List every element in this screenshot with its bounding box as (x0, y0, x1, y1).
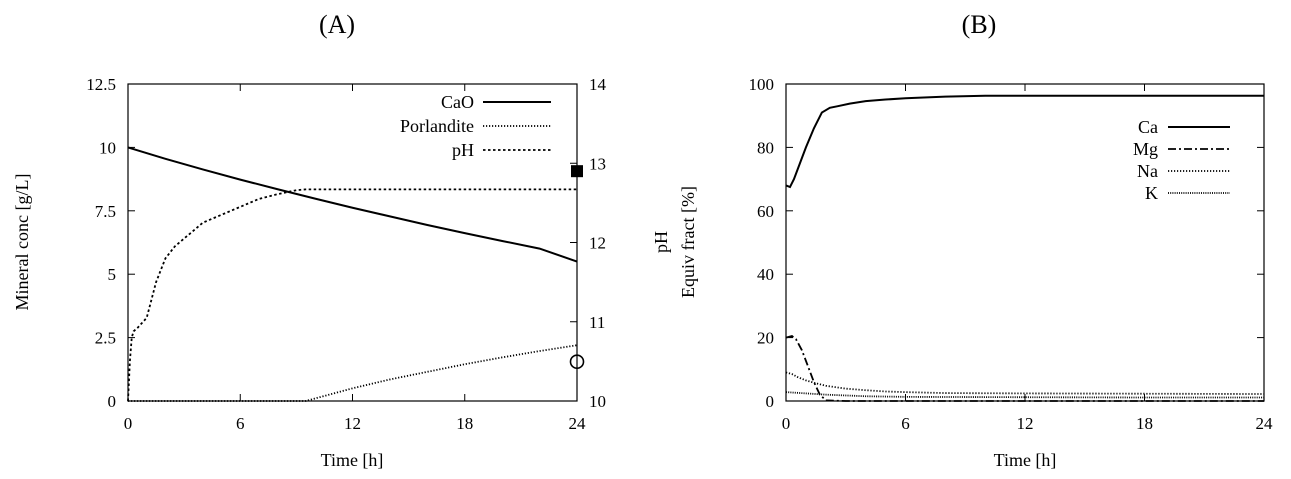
chartA-y2tick-label: 13 (589, 154, 606, 173)
chartB-series-mg (785, 335, 1264, 402)
chart-a-y2label: pH (651, 231, 671, 253)
chartB-legend-label-ca: Ca (1138, 117, 1158, 137)
chartB-xtick-label: 24 (1256, 414, 1274, 433)
chartB-ytick-label: 0 (766, 392, 775, 411)
chartB-xtick-label: 18 (1136, 414, 1153, 433)
chartB-ytick-label: 20 (757, 329, 774, 348)
chartA-xtick-label: 24 (569, 414, 587, 433)
chartA-y2tick-label: 11 (589, 313, 605, 332)
chartB-legend-label-na: Na (1137, 161, 1158, 181)
chartA-ytick-label: 2.5 (95, 329, 116, 348)
chart-a: 0 6 12 18 24 0 2.5 5 7.5 10 12.5 10 11 12 13 14 CaO Porl… (12, 75, 671, 470)
chartA-ytick-label: 0 (108, 392, 117, 411)
chartA-ytick-label: 12.5 (86, 75, 116, 94)
chartB-xtick-label: 0 (782, 414, 791, 433)
chartA-xtick-label: 6 (236, 414, 245, 433)
chartB-ytick-label: 100 (749, 75, 775, 94)
chartA-ytick-label: 10 (99, 138, 116, 157)
chart-a-legend: CaO Porlandite pH (400, 92, 551, 160)
chartA-series-ph (127, 188, 577, 402)
chartA-marker-filled-square (571, 165, 583, 178)
chartA-y2tick-label: 14 (589, 75, 607, 94)
chartA-series-porlandite (128, 344, 578, 402)
chartA-legend-label-cao: CaO (441, 92, 474, 112)
chartA-ytick-label: 5 (108, 265, 117, 284)
panel-label-b: (B) (962, 10, 997, 39)
chartB-ytick-label: 40 (757, 265, 774, 284)
chartA-marker-open-circle (569, 354, 585, 369)
chartA-y2tick-label: 12 (589, 234, 606, 253)
chartB-ytick-label: 60 (757, 202, 774, 221)
chartA-legend-label-porlandite: Porlandite (400, 116, 474, 136)
chartB-series-k (785, 391, 1264, 399)
chart-b-ylabel: Equiv fract [%] (678, 186, 698, 298)
chartA-y2tick-label: 10 (589, 392, 606, 411)
chartB-legend-label-mg: Mg (1133, 139, 1158, 159)
chartA-series-cao (127, 146, 578, 263)
chartB-xtick-label: 12 (1017, 414, 1034, 433)
chart-b-xlabel: Time [h] (994, 450, 1057, 470)
chartB-series-na (785, 371, 1265, 395)
chartA-xtick-label: 18 (456, 414, 473, 433)
chartB-xtick-label: 6 (901, 414, 910, 433)
chartA-xtick-label: 0 (124, 414, 133, 433)
chart-a-xlabel: Time [h] (321, 450, 384, 470)
chart-b-plot-frame (785, 83, 1265, 402)
chartB-ytick-label: 80 (757, 138, 774, 157)
chartA-ytick-label: 7.5 (95, 202, 116, 221)
chartA-legend-label-ph: pH (452, 140, 474, 160)
chartB-legend-label-k: K (1145, 183, 1158, 203)
chartB-series-ca (785, 94, 1264, 189)
chart-a-ylabel: Mineral conc [g/L] (12, 174, 32, 311)
panel-label-a: (A) (319, 10, 355, 39)
chartA-xtick-label: 12 (344, 414, 361, 433)
